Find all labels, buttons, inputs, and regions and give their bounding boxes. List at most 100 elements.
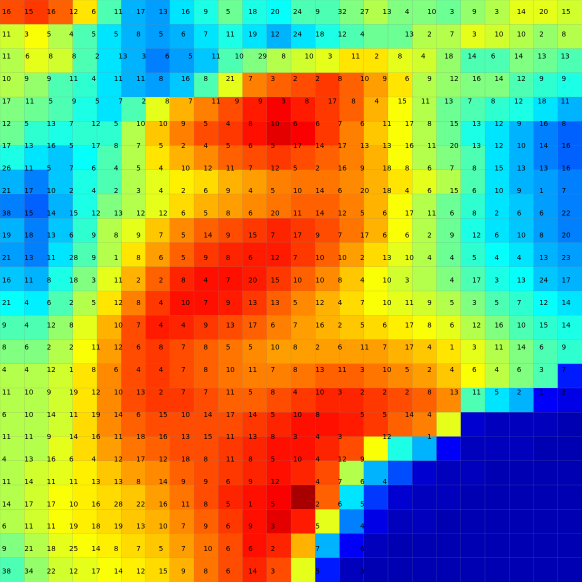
heatmap-cell: [121, 533, 146, 559]
heatmap-cell-label: 6: [248, 545, 253, 553]
heatmap-cell: [412, 48, 437, 74]
heatmap-cell-label: 17: [92, 567, 101, 575]
heatmap-cell-label: 7: [271, 232, 275, 240]
heatmap-cell: [72, 48, 98, 74]
heatmap-cell-label: 4: [374, 97, 379, 105]
heatmap-cell: [242, 339, 268, 365]
heatmap-cell: [460, 145, 486, 171]
heatmap-cell-label: 11: [405, 299, 414, 307]
heatmap-cell-label: 11: [226, 433, 235, 441]
heatmap-cell-label: 5: [159, 30, 163, 38]
heatmap-cell-label: 9: [136, 232, 140, 240]
heatmap-cell: [460, 169, 486, 195]
heatmap-cell: [242, 412, 268, 437]
heatmap-cell-label: 2: [427, 366, 431, 374]
heatmap-cell: [460, 0, 486, 25]
heatmap-cell-label: 4: [2, 366, 7, 374]
heatmap-cell: [387, 387, 413, 413]
heatmap-cell-label: 6: [360, 545, 365, 553]
heatmap-cell: [290, 266, 316, 292]
heatmap-cell-label: 16: [2, 276, 11, 284]
heatmap-cell-label: 4: [405, 187, 410, 195]
heatmap-cell-label: 8: [315, 411, 319, 419]
heatmap-cell-label: 13: [405, 30, 414, 38]
heatmap-cell-label: 17: [472, 276, 481, 284]
heatmap-cell: [290, 387, 316, 413]
heatmap-cell-label: 4: [2, 456, 7, 464]
heatmap-cell: [460, 96, 486, 122]
heatmap-cell: [387, 145, 413, 171]
heatmap-cell: [24, 315, 49, 340]
heatmap-cell-label: 12: [271, 30, 280, 38]
heatmap-cell-label: 16: [92, 500, 101, 508]
heatmap-cell: [48, 339, 74, 365]
heatmap-cell-label: 5: [293, 165, 297, 173]
heatmap-cell: [484, 193, 510, 219]
heatmap-cell-label: 5: [494, 299, 498, 307]
heatmap-cell-label: 18: [47, 545, 56, 553]
heatmap-cell: [96, 48, 122, 74]
heatmap-cell-label: 13: [517, 165, 526, 173]
heatmap-cell-label: 14: [203, 232, 212, 240]
heatmap-cell: [412, 315, 437, 340]
heatmap-cell: [460, 48, 486, 74]
heatmap-cell: [412, 0, 437, 25]
heatmap-cell-label: 2: [181, 187, 185, 195]
heatmap-cell-label: 11: [226, 456, 235, 464]
heatmap-cell: [436, 363, 462, 389]
heatmap-cell-label: 10: [181, 299, 190, 307]
heatmap-cell-label: 11: [114, 433, 123, 441]
heatmap-cell: [218, 339, 243, 365]
heatmap-cell-label: 6: [338, 500, 343, 508]
heatmap-cell-label: 2: [47, 344, 51, 352]
heatmap-cell-label: 1: [69, 366, 73, 374]
heatmap-cell-label: 13: [383, 8, 392, 16]
heatmap-cell: [460, 72, 486, 98]
heatmap-cell-label: 2: [159, 276, 163, 284]
heatmap-cell: [290, 218, 316, 243]
heatmap-cell-label: 17: [360, 232, 369, 240]
heatmap-cell-label: 14: [2, 500, 11, 508]
heatmap-cell: [557, 145, 582, 171]
heatmap-cell-label: 14: [248, 411, 257, 419]
heatmap-cell-label: 10: [271, 120, 280, 128]
heatmap-cell-label: 7: [136, 142, 140, 150]
heatmap-cell: [266, 436, 292, 462]
heatmap-cell-label: 7: [136, 321, 140, 329]
heatmap-cell-label: 10: [315, 254, 324, 262]
heatmap-cell-label: 12: [472, 232, 481, 240]
heatmap-cell-label: 5: [360, 411, 364, 419]
heatmap-cell-label: 2: [114, 187, 118, 195]
heatmap-cell-label: 12: [338, 30, 347, 38]
heatmap-cell: [436, 412, 462, 437]
heatmap-cell-label: 16: [159, 433, 168, 441]
heatmap-cell-label: 16: [181, 8, 190, 16]
heatmap-cell-label: 14: [315, 142, 324, 150]
heatmap-cell: [436, 24, 462, 49]
heatmap-cell-label: 11: [24, 276, 33, 284]
heatmap-cell: [290, 460, 316, 486]
heatmap-cell: [557, 363, 582, 389]
heatmap-cell: [169, 48, 195, 74]
heatmap-cell: [218, 145, 243, 171]
heatmap-cell-label: 16: [2, 8, 11, 16]
heatmap-cell-label: 4: [427, 411, 432, 419]
heatmap-cell-label: 7: [383, 344, 387, 352]
heatmap-cell: [315, 412, 340, 437]
heatmap-cell-label: 6: [517, 366, 522, 374]
heatmap-cell-label: 4: [405, 8, 410, 16]
heatmap-cell-label: 10: [293, 276, 302, 284]
heatmap-cell: [48, 96, 74, 122]
heatmap-cell: [266, 266, 292, 292]
heatmap-cell: [484, 0, 510, 25]
heatmap-cell-label: 7: [450, 165, 454, 173]
heatmap-cell-label: 9: [315, 232, 319, 240]
heatmap-cell: [169, 72, 195, 98]
heatmap-cell-label: 17: [248, 321, 257, 329]
heatmap-cell-label: 18: [136, 433, 145, 441]
heatmap-cell-label: 12: [136, 209, 145, 217]
heatmap-cell-label: 32: [338, 8, 347, 16]
heatmap-cell-label: 3: [539, 366, 543, 374]
heatmap-cell-label: 5: [114, 120, 118, 128]
heatmap-cell: [169, 509, 195, 534]
